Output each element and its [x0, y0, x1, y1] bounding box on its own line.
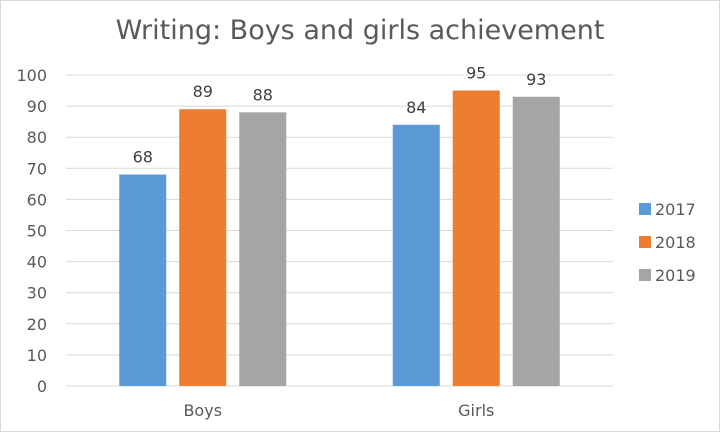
- y-axis: 0 10 20 30 40 50 60 70 80 90 100: [16, 66, 47, 396]
- y-tick-label: 40: [27, 253, 47, 272]
- y-tick-label: 30: [27, 284, 47, 303]
- data-label: 93: [526, 70, 546, 89]
- data-label: 95: [466, 64, 486, 83]
- bar-2019-girls: [512, 96, 560, 387]
- bar-2018-boys: [179, 109, 227, 387]
- chart-title: Writing: Boys and girls achievement: [115, 15, 605, 46]
- y-tick-label: 20: [27, 315, 47, 334]
- y-tick-label: 80: [27, 128, 47, 147]
- bar-2019-boys: [239, 112, 287, 386]
- legend-swatch: [639, 269, 651, 281]
- legend-label: 2019: [655, 266, 696, 285]
- y-tick-label: 70: [27, 159, 47, 178]
- legend-label: 2018: [655, 233, 696, 252]
- y-tick-label: 100: [16, 66, 47, 85]
- bar-2017-boys: [119, 174, 167, 386]
- x-tick-label: Girls: [458, 401, 494, 420]
- x-tick-label: Boys: [183, 401, 222, 420]
- legend-swatch: [639, 236, 651, 248]
- legend: 2017 2018 2019: [639, 200, 696, 285]
- bar-2017-girls: [392, 124, 440, 386]
- y-tick-label: 10: [27, 346, 47, 365]
- data-label: 84: [406, 98, 426, 117]
- x-axis: Boys Girls: [183, 401, 494, 420]
- legend-label: 2017: [655, 200, 696, 219]
- bar-2018-girls: [452, 90, 500, 387]
- y-tick-label: 50: [27, 222, 47, 241]
- legend-swatch: [639, 203, 651, 215]
- data-label: 88: [253, 85, 273, 104]
- data-label: 89: [193, 82, 213, 101]
- data-label: 68: [133, 148, 153, 167]
- y-tick-label: 60: [27, 190, 47, 209]
- y-tick-label: 0: [37, 377, 47, 396]
- data-labels: 68 89 88 84 95 93: [133, 64, 547, 167]
- bars: [119, 90, 560, 387]
- y-tick-label: 90: [27, 97, 47, 116]
